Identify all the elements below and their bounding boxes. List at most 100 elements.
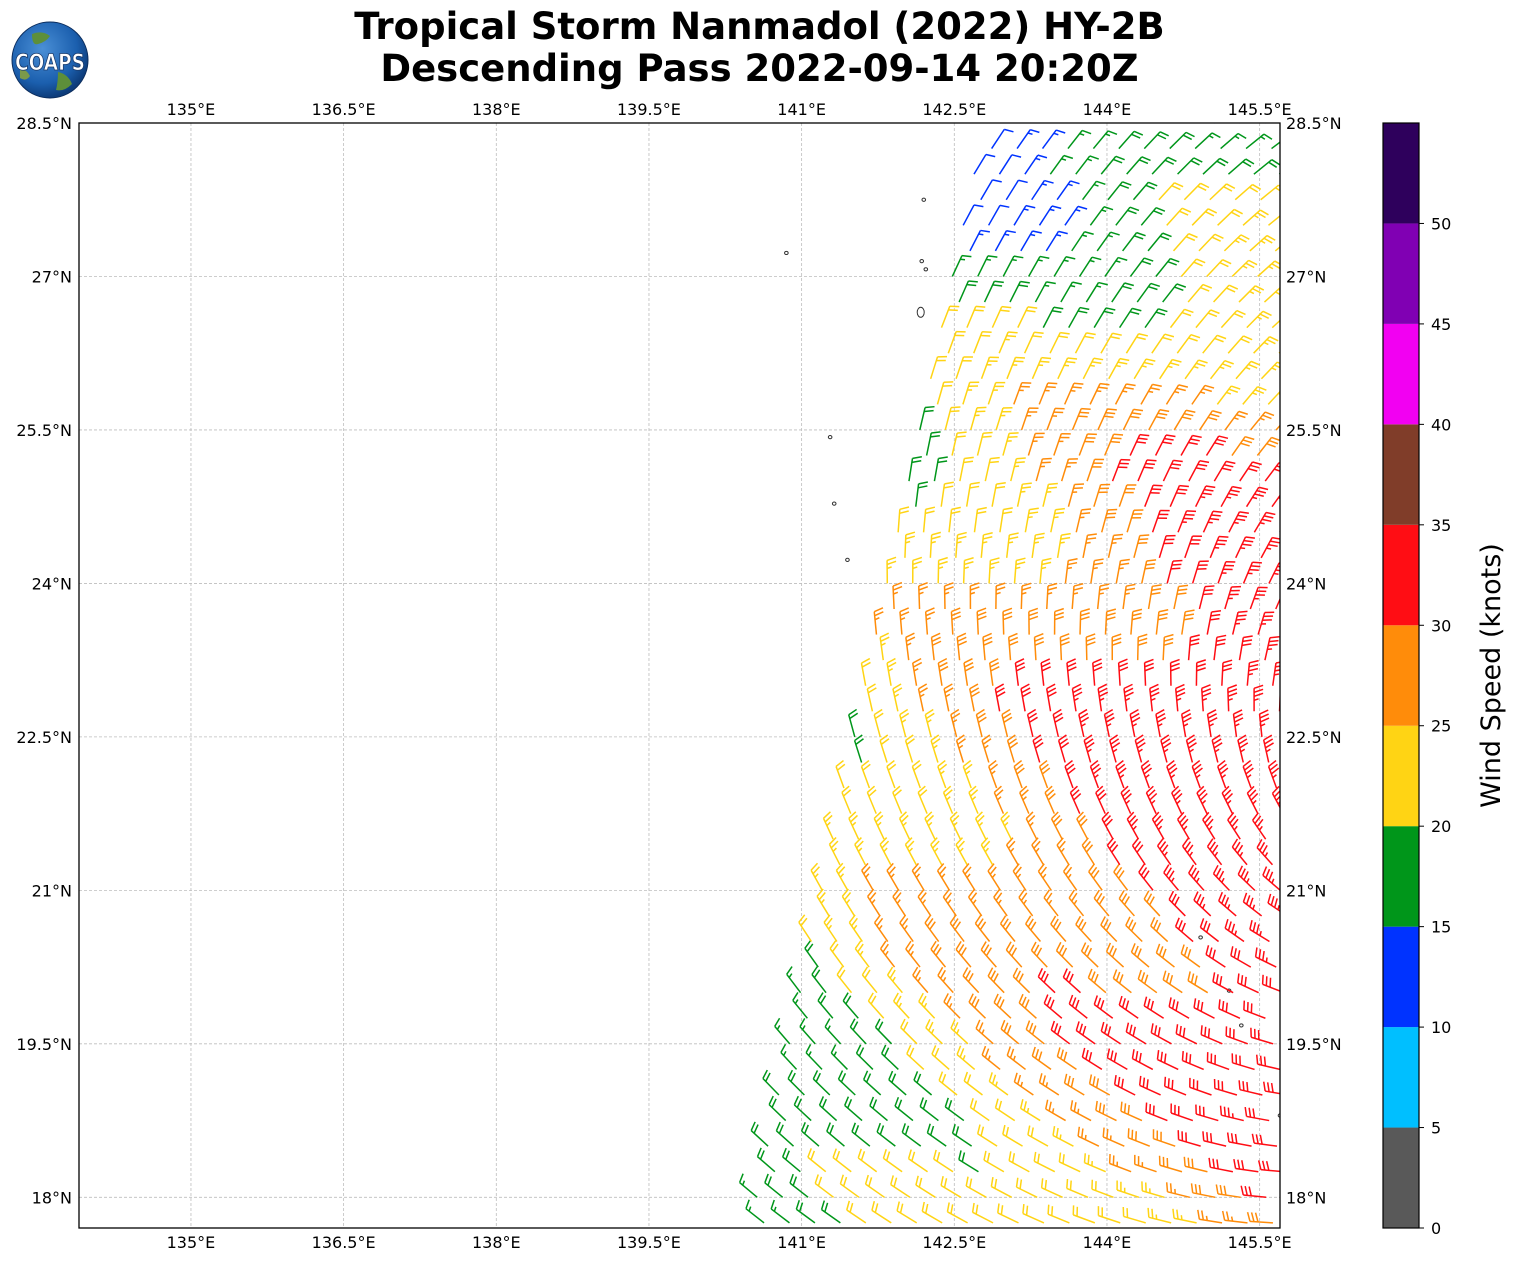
wind-barb	[1252, 812, 1267, 840]
wind-barb	[1148, 408, 1170, 431]
wind-barb	[944, 1097, 965, 1122]
wind-barb	[973, 506, 987, 533]
lat-tick-label-right: 28.5°N	[1286, 114, 1342, 133]
wind-barb	[1217, 208, 1243, 226]
wind-barb	[1068, 889, 1085, 917]
wind-barb	[855, 1044, 874, 1070]
wind-barb	[1155, 943, 1175, 968]
wind-barb	[1000, 1019, 1020, 1045]
wind-barb	[1187, 971, 1209, 994]
wind-barb	[943, 683, 954, 712]
wind-barb	[1097, 683, 1109, 712]
wind-barb	[1127, 1128, 1151, 1147]
wind-barb	[1267, 390, 1280, 405]
wind-barb	[1038, 1073, 1060, 1096]
wind-barb	[1122, 231, 1146, 252]
wind-barb	[1070, 1100, 1092, 1122]
wind-barb	[1185, 734, 1197, 763]
wind-barb	[1213, 1078, 1238, 1096]
wind-barb	[944, 406, 961, 431]
wind-barb	[1031, 837, 1045, 866]
colorbar-tick-label: 15	[1431, 918, 1451, 937]
wind-barb	[958, 1150, 979, 1173]
wind-barb	[1131, 837, 1146, 866]
island-outline	[831, 501, 837, 506]
wind-barb	[963, 658, 975, 686]
wind-barb	[1256, 436, 1280, 456]
wind-barb	[987, 967, 1005, 994]
wind-barb	[969, 406, 987, 431]
wind-barb	[1086, 458, 1105, 482]
wind-barb	[1118, 130, 1144, 150]
wind-barb	[936, 862, 951, 891]
wind-barb	[965, 481, 980, 507]
colorbar-tick-label: 45	[1431, 315, 1451, 334]
wind-barb	[1066, 658, 1077, 686]
wind-barb	[1056, 1047, 1077, 1071]
wind-barb	[1245, 133, 1273, 150]
wind-barb	[911, 759, 922, 789]
wind-barb	[969, 582, 980, 609]
wind-barb	[1002, 607, 1013, 635]
wind-barb	[1089, 759, 1102, 789]
wind-barb	[980, 179, 1002, 201]
lon-tick-label-bottom: 139.5°E	[617, 1233, 681, 1252]
wind-barb	[962, 204, 984, 226]
wind-barb	[1196, 785, 1208, 814]
wind-barb	[1134, 1154, 1157, 1173]
wind-barb	[1268, 214, 1280, 226]
lon-tick-label-top: 142.5°E	[922, 100, 986, 119]
wind-barb	[1093, 889, 1110, 917]
wind-barb	[987, 204, 1010, 226]
wind-barb	[937, 966, 954, 994]
wind-barb	[1057, 357, 1078, 380]
wind-barb	[804, 940, 819, 968]
wind-barb	[770, 1199, 790, 1224]
wind-barb	[1173, 584, 1189, 610]
wind-barb	[1064, 205, 1088, 226]
wind-barb	[1213, 634, 1227, 661]
wind-barb	[1246, 1212, 1273, 1224]
wind-barb	[880, 1044, 899, 1070]
wind-barb	[1100, 916, 1118, 943]
coaps-logo: COAPS	[11, 21, 89, 99]
wind-barb	[933, 456, 948, 482]
wind-barb	[1091, 1179, 1114, 1199]
wind-barb	[1078, 433, 1097, 456]
wind-barb	[1019, 785, 1030, 814]
wind-barb	[1141, 559, 1157, 584]
wind-barb	[1257, 260, 1280, 278]
wind-barb	[1194, 485, 1216, 508]
wind-barb	[1168, 890, 1186, 917]
wind-barb	[1215, 1184, 1241, 1199]
wind-barb	[1022, 1203, 1045, 1224]
wind-barb	[1156, 837, 1172, 866]
wind-barb	[943, 582, 954, 610]
lat-tick-label-right: 27°N	[1286, 267, 1326, 286]
wind-barb	[1129, 257, 1154, 277]
axis-ticks: 135°E 135°E 136.5°E 136.5°E 138°E 138°E 139.5°…	[16, 100, 1341, 1252]
wind-barb	[1033, 632, 1045, 661]
wind-barb	[1169, 308, 1194, 329]
wind-barb	[866, 785, 877, 814]
wind-barb	[1005, 941, 1023, 968]
wind-barb	[950, 607, 961, 635]
wind-barb	[1238, 635, 1253, 661]
wind-barb	[1275, 424, 1280, 431]
wind-barb	[1071, 683, 1083, 712]
wind-barb	[1172, 232, 1198, 252]
wind-barb	[1275, 597, 1280, 610]
wind-barb	[1242, 759, 1254, 789]
wind-barb	[940, 1176, 962, 1198]
wind-barb	[998, 154, 1022, 175]
wind-barb	[1249, 586, 1268, 610]
wind-barb	[1211, 734, 1223, 763]
wind-barb	[1231, 838, 1248, 866]
wind-barb	[1162, 970, 1183, 994]
wind-barb	[919, 405, 935, 431]
wind-barb	[991, 482, 1006, 507]
wind-barb	[1107, 533, 1124, 559]
wind-barb	[1066, 1178, 1089, 1198]
wind-barb	[787, 1069, 805, 1096]
wind-barb	[1095, 785, 1107, 814]
